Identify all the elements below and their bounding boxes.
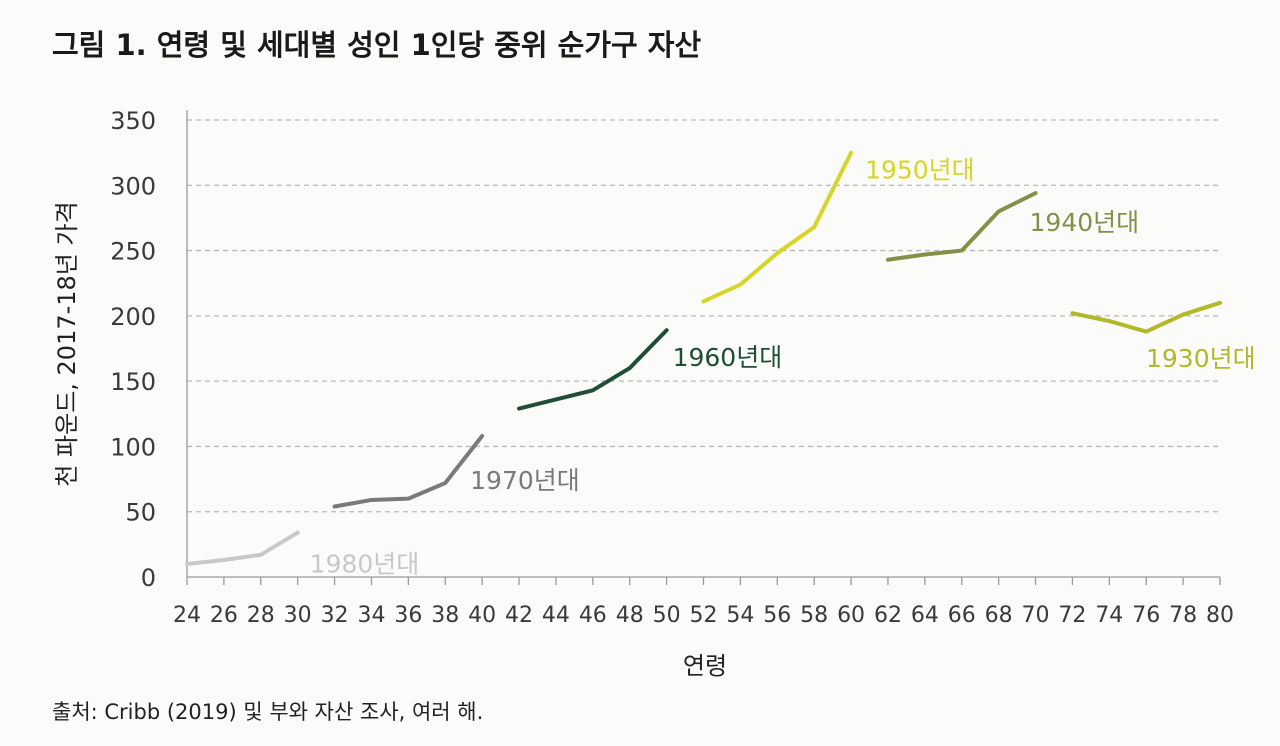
series-labels: 1980년대 1970년대 1960년대 1950년대 1940년대 1930년대 (310, 156, 1256, 579)
data-point (1034, 191, 1038, 195)
data-point (886, 258, 890, 262)
data-point (296, 531, 300, 535)
x-tick-label: 38 (431, 603, 459, 628)
y-tick-label: 350 (110, 107, 156, 135)
x-tick-labels: 24 26 28 30 32 34 36 38 40 42 44 46 48 50 52 54 56 58 60 62… (173, 603, 1234, 628)
gridlines (187, 119, 1220, 513)
data-point (849, 151, 853, 155)
data-point (628, 366, 632, 370)
data-point (960, 249, 964, 253)
x-tick-label: 60 (837, 603, 865, 628)
data-point (443, 481, 447, 485)
data-point (259, 553, 263, 557)
y-axis-label: 천 파운드, 2017-18년 가격 (53, 201, 81, 486)
x-tick-label: 44 (542, 603, 570, 628)
data-point (1181, 313, 1185, 317)
data-point (517, 407, 521, 411)
y-tick-label: 300 (110, 172, 156, 200)
data-point (406, 497, 410, 501)
x-tick-label: 70 (1022, 603, 1050, 628)
series-label: 1930년대 (1146, 344, 1256, 373)
data-point (554, 397, 558, 401)
data-point (480, 434, 484, 438)
data-point (812, 225, 816, 229)
x-tick-label: 62 (874, 603, 902, 628)
y-tick-label: 200 (110, 303, 156, 331)
data-point (775, 251, 779, 255)
source-note: 출처: Cribb (2019) 및 부와 자산 조사, 여러 해. (52, 700, 484, 724)
y-tick-label: 50 (125, 499, 156, 527)
x-tick-label: 68 (985, 603, 1013, 628)
x-tick-label: 56 (763, 603, 791, 628)
y-tick-label: 150 (110, 368, 156, 396)
x-tick-label: 28 (247, 603, 275, 628)
series-lines (185, 150, 1222, 566)
x-tick-label: 32 (321, 603, 349, 628)
x-tick-label: 50 (653, 603, 681, 628)
series-label: 1970년대 (470, 466, 580, 495)
data-point (185, 562, 189, 566)
data-point (923, 252, 927, 256)
x-tick-label: 80 (1206, 603, 1234, 628)
x-tick-label: 52 (690, 603, 718, 628)
series-label: 1980년대 (310, 550, 420, 579)
x-tick-label: 26 (210, 603, 238, 628)
x-tick-label: 64 (911, 603, 939, 628)
data-point (1144, 330, 1148, 334)
data-point (333, 504, 337, 508)
data-point (1218, 301, 1222, 305)
x-tick-label: 40 (468, 603, 496, 628)
x-tick-label: 76 (1132, 603, 1160, 628)
data-point (738, 283, 742, 287)
data-point (591, 388, 595, 392)
x-tick-label: 42 (505, 603, 533, 628)
y-tick-label: 100 (110, 433, 156, 461)
x-tick-label: 48 (616, 603, 644, 628)
x-tick-label: 72 (1058, 603, 1086, 628)
y-tick-labels: 0 50 100 150 200 250 300 350 (110, 107, 156, 592)
x-tick-label: 66 (948, 603, 976, 628)
series-label: 1960년대 (673, 343, 783, 372)
y-tick-label: 0 (141, 564, 156, 592)
x-tick-label: 34 (357, 603, 385, 628)
x-tick-label: 36 (394, 603, 422, 628)
series-line (517, 328, 669, 411)
x-tick-label: 30 (284, 603, 312, 628)
data-point (369, 498, 373, 502)
series-line (185, 530, 300, 566)
x-tick-label: 78 (1169, 603, 1197, 628)
x-tick-label: 74 (1095, 603, 1123, 628)
data-point (665, 328, 669, 332)
chart-title: 그림 1. 연령 및 세대별 성인 1인당 중위 순가구 자산 (52, 28, 702, 62)
x-axis-label: 연령 (683, 652, 727, 680)
series-label: 1940년대 (1030, 208, 1140, 237)
data-point (997, 209, 1001, 213)
data-point (1107, 319, 1111, 323)
data-point (222, 558, 226, 562)
x-tick-label: 24 (173, 603, 201, 628)
axes (186, 110, 1221, 585)
x-tick-label: 54 (726, 603, 754, 628)
data-point (702, 299, 705, 303)
series-label: 1950년대 (865, 156, 975, 185)
data-point (1070, 311, 1074, 315)
x-tick-label: 46 (579, 603, 607, 628)
series-line (1070, 300, 1222, 334)
x-tick-label: 58 (800, 603, 828, 628)
y-tick-label: 250 (110, 238, 156, 266)
series-line (701, 150, 854, 304)
